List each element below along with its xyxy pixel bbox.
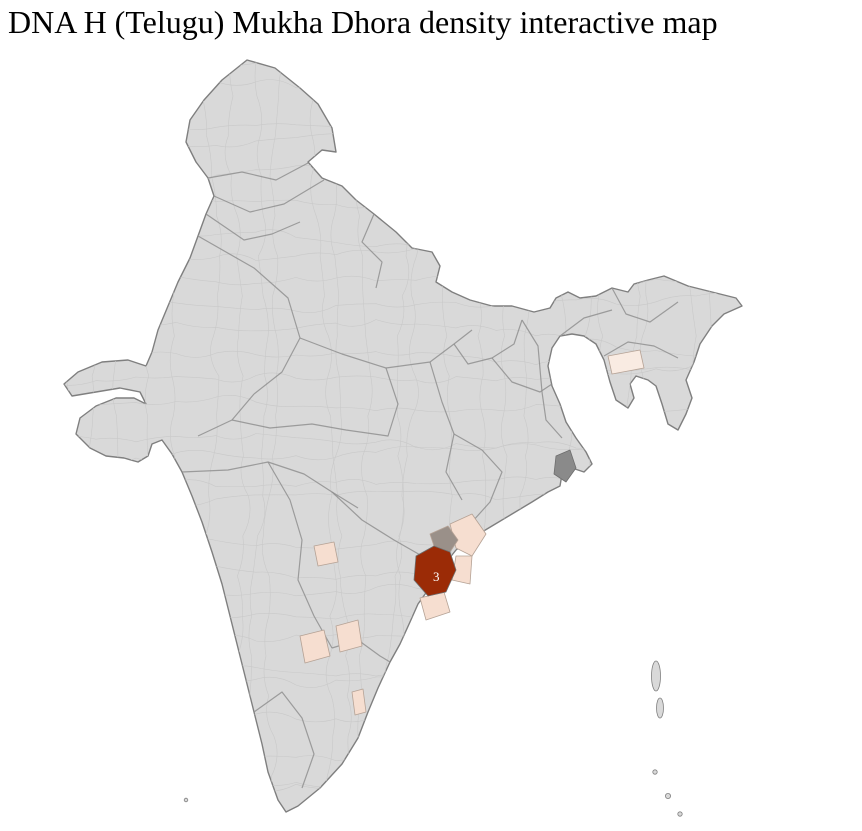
district-low-density-6[interactable]	[299, 629, 331, 664]
page-title: DNA H (Telugu) Mukha Dhora density inter…	[8, 4, 718, 40]
district-dark-gray-bengal[interactable]	[553, 449, 577, 483]
district-peak-density[interactable]	[413, 545, 457, 597]
district-faint-density-northeast[interactable]	[607, 349, 645, 375]
andaman-nicobar-islands[interactable]	[183, 660, 683, 817]
district-low-density-7[interactable]	[351, 688, 367, 716]
density-hotspots: 3	[299, 349, 645, 716]
district-low-density-3[interactable]	[419, 591, 451, 621]
lakshadweep-island	[183, 797, 189, 803]
state-boundaries	[181, 162, 679, 789]
peak-density-label: 3	[433, 569, 440, 584]
india-outline[interactable]	[63, 59, 743, 813]
district-mid-density[interactable]	[429, 525, 459, 553]
district-low-density-4[interactable]	[313, 541, 339, 567]
district-low-density-5[interactable]	[335, 619, 363, 653]
